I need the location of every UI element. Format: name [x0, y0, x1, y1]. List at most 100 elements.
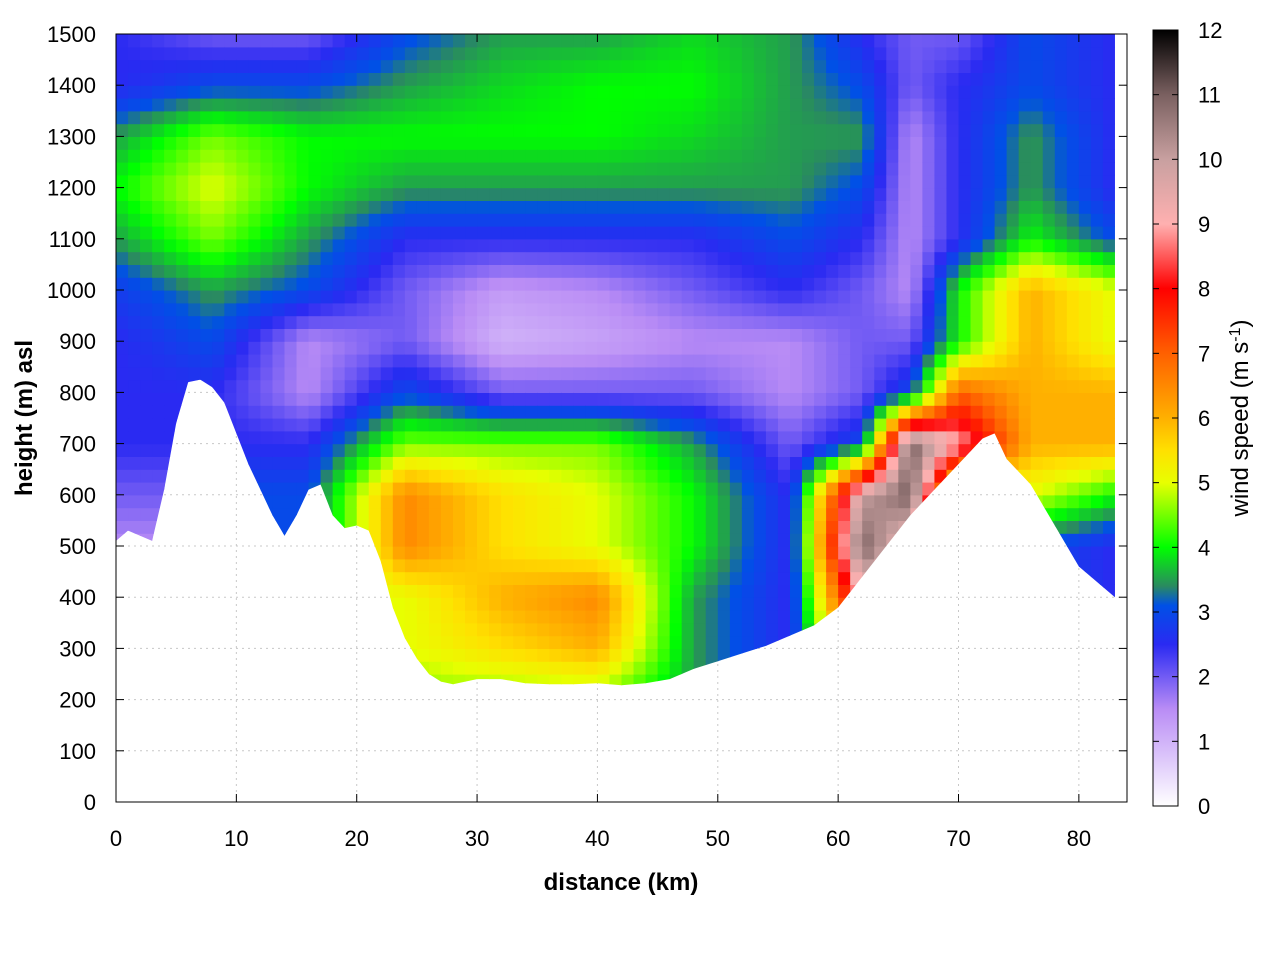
field-cell — [995, 789, 1008, 802]
field-cell — [561, 174, 574, 189]
field-cell — [248, 302, 262, 317]
field-cell — [850, 251, 863, 265]
field-cell — [380, 187, 394, 201]
field-cell — [320, 149, 334, 163]
field-cell — [838, 366, 851, 381]
field-cell — [272, 59, 286, 73]
field-cell — [164, 751, 177, 764]
field-cell — [1006, 110, 1020, 125]
field-cell — [1042, 558, 1056, 573]
field-cell — [802, 558, 815, 573]
field-cell — [176, 751, 189, 764]
field-cell — [440, 200, 454, 214]
field-cell — [549, 302, 562, 317]
field-cell — [116, 341, 129, 355]
field-cell — [1042, 354, 1056, 368]
field-cell — [910, 46, 923, 61]
field-cell — [248, 85, 262, 99]
field-cell — [802, 546, 815, 560]
field-cell — [308, 405, 322, 419]
field-cell — [1006, 226, 1020, 240]
field-cell — [862, 136, 875, 150]
field-cell — [729, 72, 743, 86]
field-cell — [742, 751, 755, 764]
field-cell — [946, 546, 960, 560]
field-cell — [344, 213, 358, 227]
field-cell — [224, 674, 237, 686]
field-cell — [826, 764, 839, 777]
field-cell — [705, 341, 719, 355]
field-cell — [561, 610, 574, 624]
field-cell — [465, 110, 478, 125]
field-cell — [1031, 738, 1044, 751]
field-cell — [669, 98, 683, 112]
field-cell — [308, 366, 322, 381]
field-cell — [1078, 238, 1092, 253]
field-cell — [356, 405, 370, 419]
field-cell — [1102, 328, 1115, 342]
field-cell — [272, 290, 286, 304]
field-cell — [392, 533, 406, 547]
field-cell — [814, 264, 827, 278]
field-cell — [585, 110, 599, 125]
field-cell — [188, 110, 201, 125]
field-cell — [693, 98, 707, 112]
field-cell — [513, 162, 526, 176]
field-cell — [368, 635, 382, 649]
field-cell — [910, 59, 923, 73]
field-cell — [513, 98, 526, 112]
field-cell — [272, 418, 286, 432]
field-cell — [453, 687, 466, 700]
field-cell — [561, 533, 574, 547]
field-cell — [356, 174, 370, 189]
field-cell — [380, 469, 394, 483]
field-cell — [1031, 700, 1044, 713]
field-cell — [922, 725, 935, 738]
field-cell — [477, 34, 490, 48]
field-cell — [1054, 238, 1068, 253]
field-cell — [188, 123, 201, 137]
field-cell — [778, 725, 791, 738]
field-cell — [248, 264, 262, 278]
field-cell — [814, 443, 827, 457]
field-cell — [525, 687, 538, 700]
wind-speed-field — [116, 34, 1115, 802]
field-cell — [368, 456, 382, 470]
field-cell — [693, 328, 707, 342]
field-cell — [1066, 85, 1080, 99]
field-cell — [537, 123, 550, 137]
field-cell — [609, 379, 623, 393]
field-cell — [200, 469, 213, 483]
field-cell — [440, 584, 454, 598]
field-cell — [176, 469, 189, 483]
field-cell — [1006, 72, 1020, 86]
field-cell — [705, 162, 719, 176]
field-cell — [453, 725, 466, 738]
field-cell — [597, 610, 611, 624]
field-cell — [320, 187, 334, 201]
field-cell — [1006, 584, 1020, 598]
field-cell — [958, 354, 972, 368]
field-cell — [814, 469, 827, 483]
field-cell — [838, 520, 851, 534]
field-cell — [188, 482, 201, 496]
field-cell — [489, 418, 502, 432]
field-cell — [440, 443, 454, 457]
field-cell — [429, 776, 442, 789]
field-cell — [898, 341, 911, 355]
field-cell — [1066, 110, 1080, 125]
field-cell — [501, 764, 514, 777]
field-cell — [404, 430, 418, 445]
field-cell — [862, 174, 875, 189]
field-cell — [200, 674, 213, 686]
field-cell — [212, 85, 225, 99]
field-cell — [212, 277, 225, 291]
field-cell — [549, 59, 562, 73]
field-cell — [561, 302, 574, 317]
field-cell — [838, 533, 851, 547]
field-cell — [381, 789, 394, 802]
field-cell — [140, 469, 153, 483]
field-cell — [898, 34, 911, 48]
field-cell — [200, 264, 213, 278]
field-cell — [669, 661, 683, 675]
